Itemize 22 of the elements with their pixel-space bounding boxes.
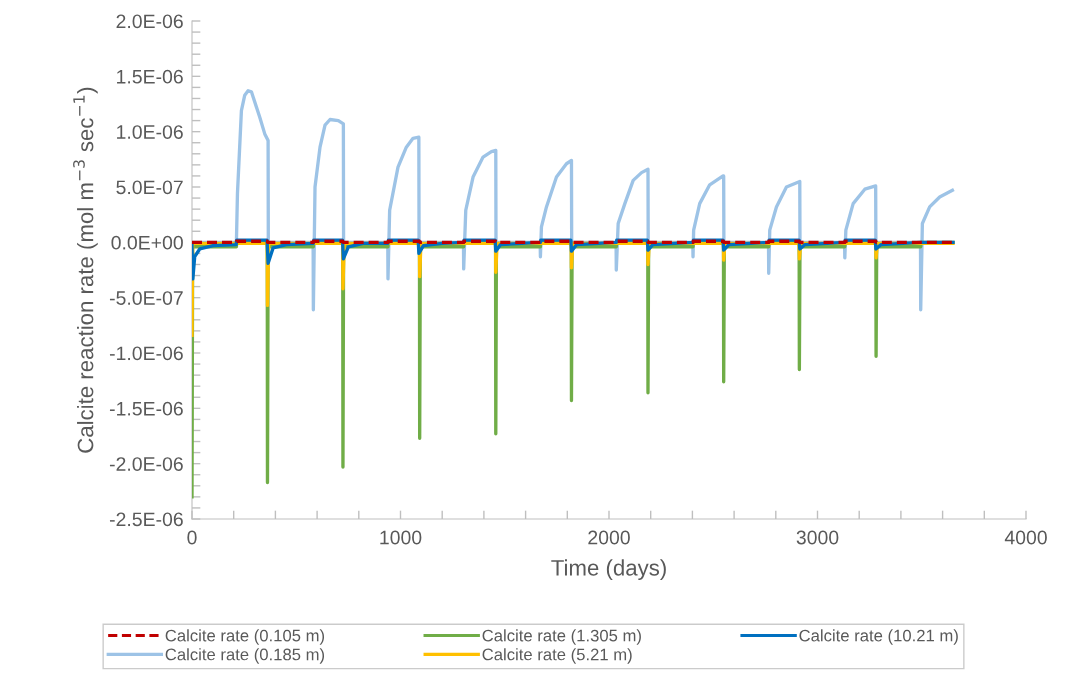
x-tick-label: 3000	[796, 530, 839, 545]
y-tick-label: 5.0E-07	[116, 180, 183, 195]
y-tick-label: -1.0E-06	[109, 346, 183, 361]
legend-label: Calcite rate (0.105 m)	[165, 629, 325, 645]
x-tick-label: 1000	[380, 530, 422, 545]
y-axis-title: Calcite reaction rate (mol m$^{−3}$ sec$^{−1}$)	[73, 87, 98, 453]
legend-label: Calcite rate (10.21 m)	[799, 629, 958, 645]
y-tick-label: 0.0E+00	[111, 235, 183, 250]
y-tick-label: 1.5E-06	[117, 69, 183, 84]
x-tick-label: 4000	[1004, 530, 1047, 545]
y-tick-label: 1.0E-06	[117, 125, 183, 139]
legend-label: Calcite rate (1.305 m)	[482, 629, 641, 645]
legend-label: Calcite rate (0.185 m)	[165, 648, 325, 664]
y-tick-label: -5.0E-07	[109, 291, 183, 305]
y-tick-label: -1.5E-06	[109, 401, 183, 416]
y-tick-label: -2.0E-06	[109, 457, 183, 471]
x-tick-label: 2000	[588, 530, 630, 545]
y-tick-label: -2.5E-06	[109, 512, 183, 527]
y-tick-label: 2.0E-06	[116, 14, 183, 29]
legend-label: Calcite rate (5.21 m)	[482, 648, 632, 664]
x-axis-title: Time (days)	[551, 559, 666, 581]
x-tick-label: 0	[187, 530, 197, 545]
